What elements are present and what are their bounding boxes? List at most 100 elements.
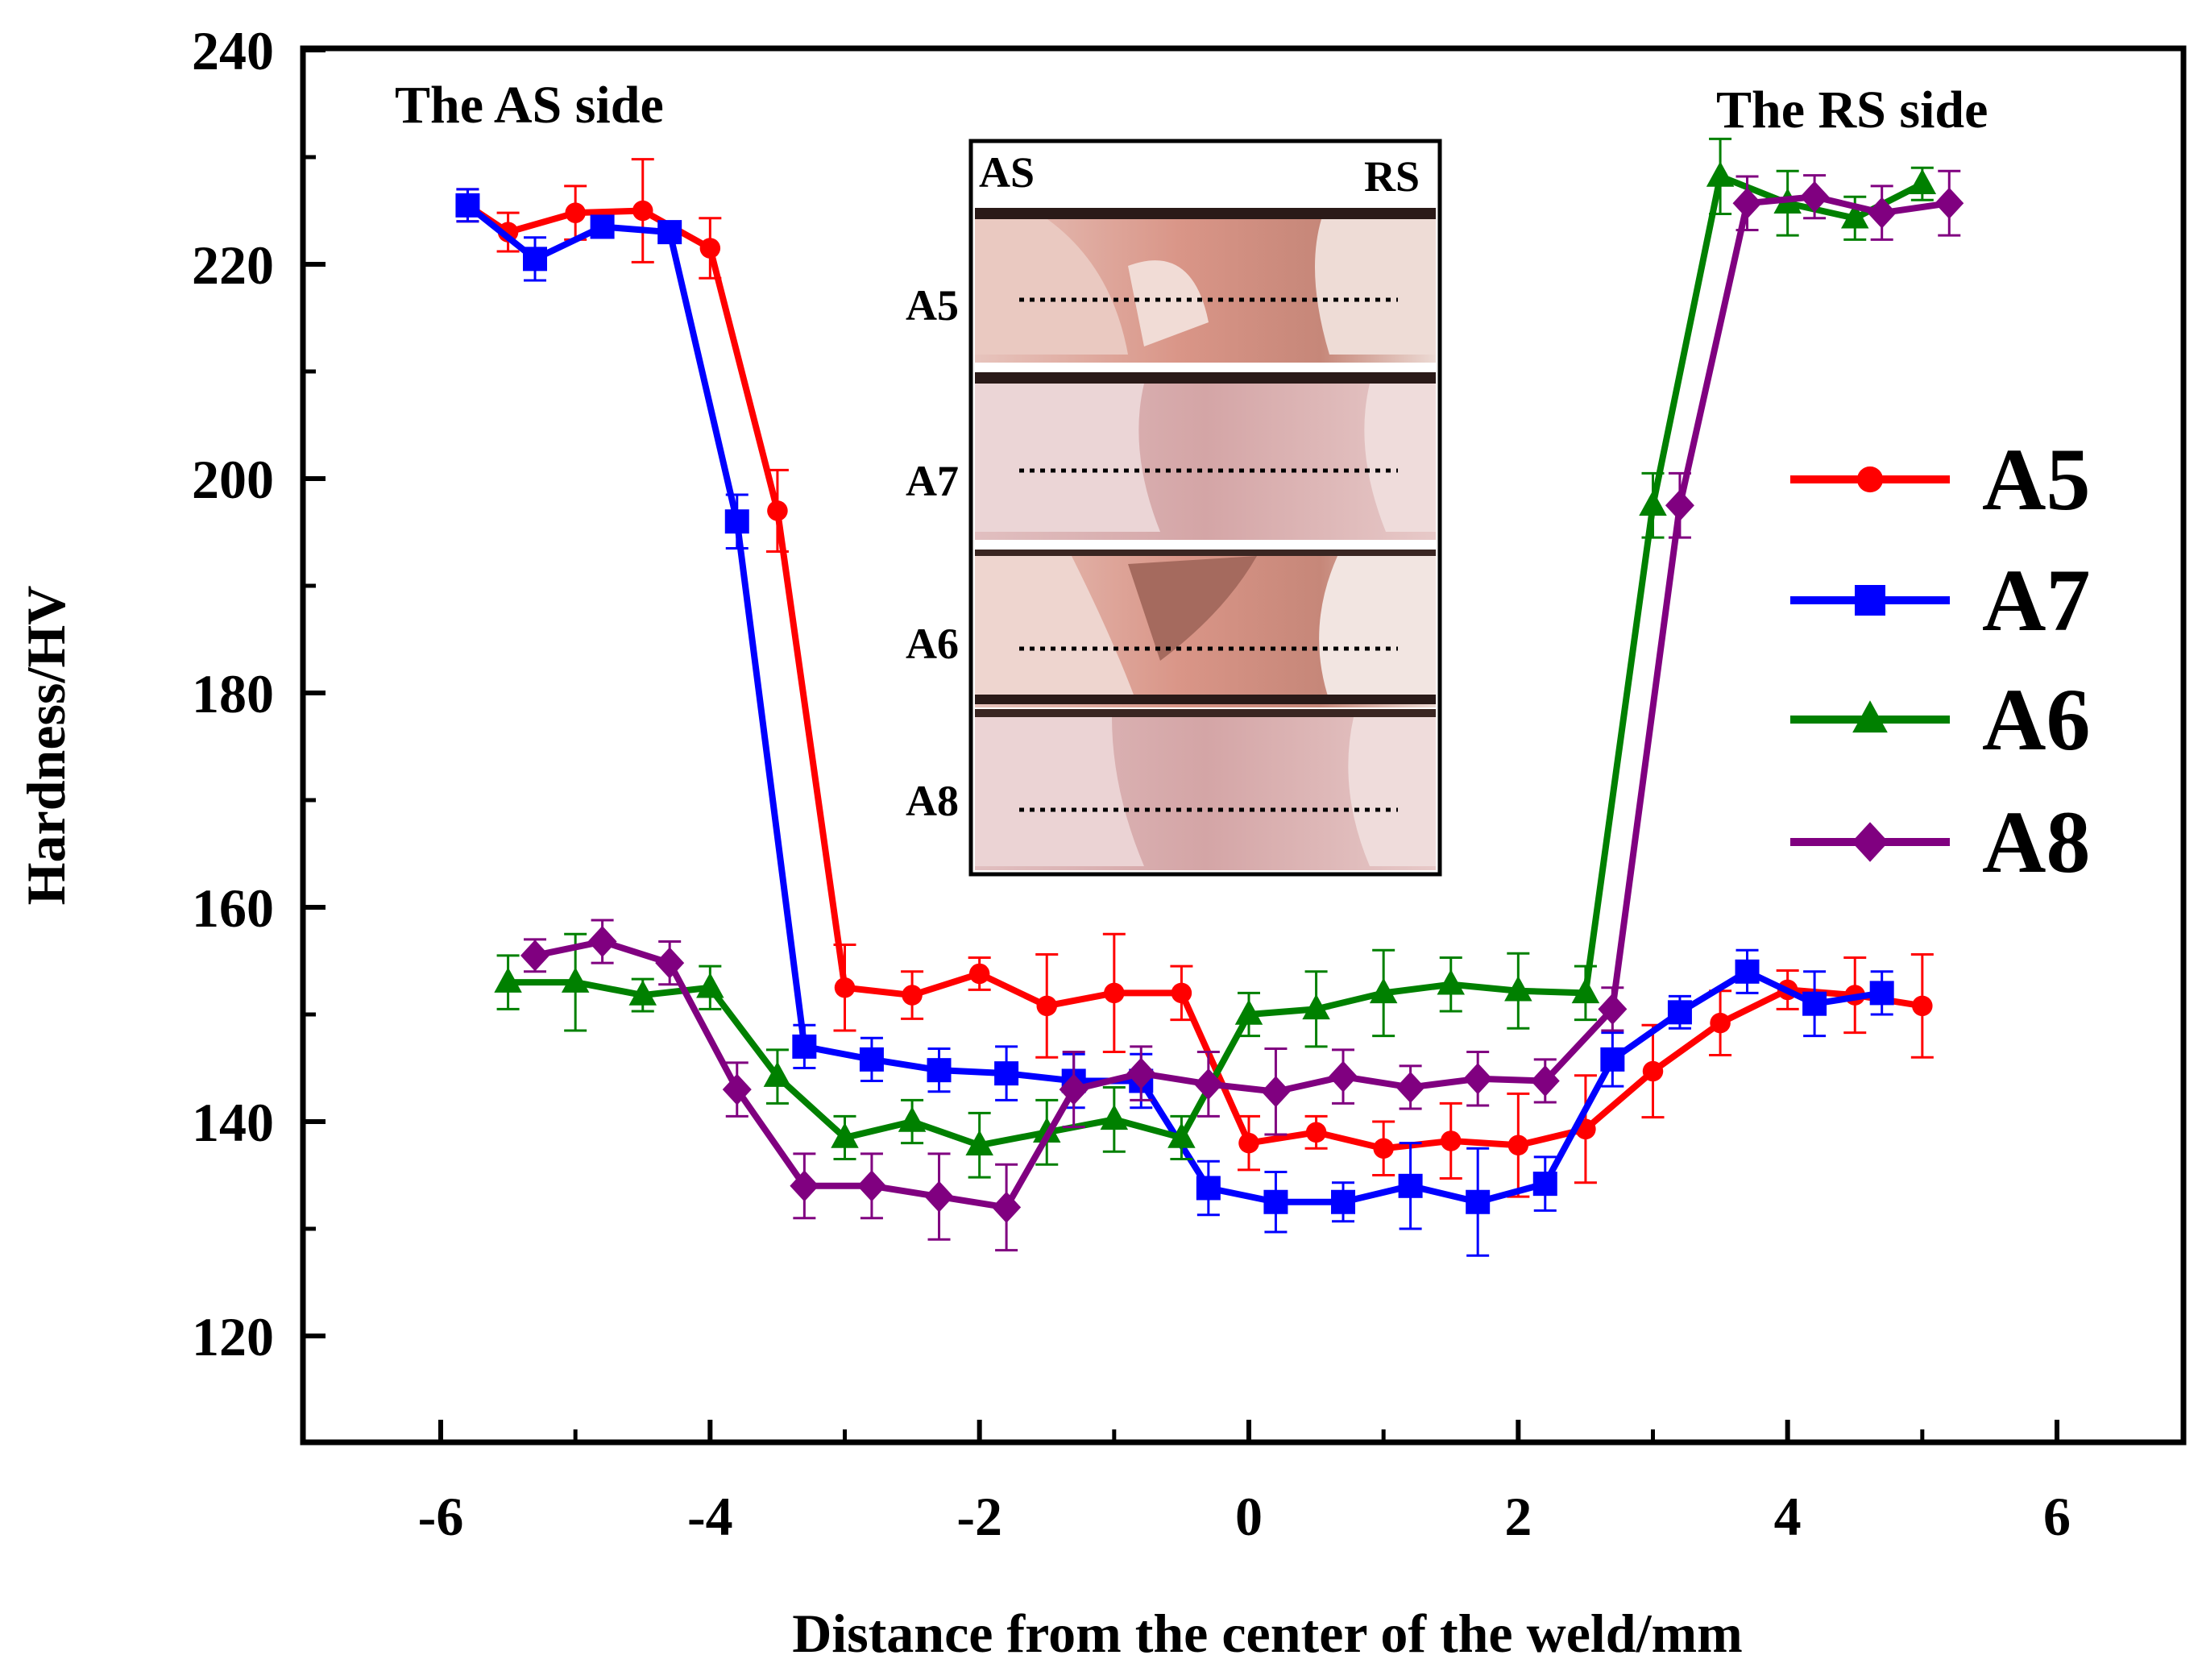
data-point <box>1571 977 1600 1004</box>
x-tick-labels: -6 -4 -2 0 2 4 6 <box>418 1486 2071 1547</box>
data-point <box>1802 991 1827 1016</box>
y-axis-label: Hardness/HV <box>15 586 77 906</box>
data-point <box>1302 993 1330 1020</box>
data-point <box>1504 975 1532 1002</box>
data-point <box>1238 1132 1259 1154</box>
data-point <box>1800 180 1830 213</box>
data-point <box>722 1073 752 1105</box>
inset-sample-label-a8: A8 <box>906 777 959 825</box>
x-tick-label: 2 <box>1504 1486 1532 1547</box>
data-point <box>696 973 724 998</box>
legend-label: A6 <box>1982 670 2090 769</box>
data-point <box>565 202 586 223</box>
legend-marker <box>1856 466 1884 493</box>
data-point <box>1329 1060 1358 1093</box>
y-tick-labels: 120 140 160 180 200 220 240 <box>192 20 274 1367</box>
data-point <box>1732 187 1762 219</box>
y-tick-label: 220 <box>192 234 274 296</box>
legend-marker <box>1852 822 1889 862</box>
data-point <box>763 1061 792 1087</box>
inset-sample-label-a7: A7 <box>906 457 959 505</box>
data-point <box>1507 1135 1529 1156</box>
x-tick-label: -2 <box>956 1486 1002 1547</box>
legend: A5 A7 A6 A8 <box>1790 430 2090 891</box>
data-point <box>1530 1064 1560 1097</box>
weld-photo-a5 <box>975 208 1436 363</box>
series-a8 <box>520 169 1964 1252</box>
x-tick-label: 4 <box>1774 1486 1802 1547</box>
data-point <box>1234 999 1263 1025</box>
series-a7 <box>455 188 1894 1257</box>
as-side-annotation: The AS side <box>395 76 664 135</box>
x-axis-label: Distance from the center of the weld/mm <box>792 1603 1743 1664</box>
data-point <box>628 980 657 1006</box>
data-point <box>1331 1189 1356 1214</box>
data-point <box>523 247 548 272</box>
y-tick-label: 140 <box>192 1092 274 1153</box>
legend-item-a8: A8 <box>1790 793 2090 891</box>
series-line <box>534 193 1950 1211</box>
data-point <box>1841 203 1869 229</box>
data-point <box>1395 1071 1425 1103</box>
data-point <box>924 1180 954 1213</box>
data-point <box>1373 1138 1394 1159</box>
data-point <box>1912 995 1933 1017</box>
data-point <box>494 967 522 993</box>
data-point <box>968 963 990 985</box>
plot-frame <box>300 45 2187 1446</box>
data-point <box>994 1061 1019 1086</box>
legend-label: A8 <box>1982 793 2090 891</box>
data-point <box>590 214 615 239</box>
rs-side-annotation: The RS side <box>1716 81 1988 139</box>
data-point <box>1261 1076 1291 1108</box>
inset-sample-label-a6: A6 <box>906 620 959 668</box>
data-point <box>561 967 590 993</box>
data-point <box>699 238 721 259</box>
data-point <box>965 1130 993 1156</box>
data-point <box>1598 993 1628 1025</box>
data-point <box>1305 1122 1327 1143</box>
data-point <box>1908 168 1937 194</box>
data-point <box>1639 490 1667 516</box>
data-point <box>455 193 480 218</box>
x-tick-label: 6 <box>2043 1486 2071 1547</box>
legend-item-a7: A7 <box>1790 551 2090 649</box>
data-point <box>520 940 550 972</box>
data-point <box>1059 1073 1089 1105</box>
data-point <box>927 1058 952 1083</box>
y-tick-label: 200 <box>192 449 274 510</box>
data-point <box>1867 197 1897 229</box>
data-point <box>587 926 617 958</box>
data-point <box>831 1122 859 1148</box>
data-point <box>1642 1060 1664 1082</box>
weld-inset: AS RS <box>906 139 1442 877</box>
data-point <box>1033 1117 1061 1143</box>
inset-rs-label: RS <box>1364 152 1420 201</box>
data-point <box>632 200 653 222</box>
weld-photo-a7 <box>975 372 1436 540</box>
data-point <box>790 1170 819 1202</box>
legend-label: A7 <box>1982 551 2090 649</box>
data-point <box>655 947 685 979</box>
data-point <box>1710 1012 1731 1034</box>
y-tick-label: 180 <box>192 663 274 724</box>
data-point <box>1665 489 1694 521</box>
data-point <box>898 1106 927 1132</box>
data-point <box>1398 1173 1423 1198</box>
data-point <box>1100 1104 1129 1130</box>
x-tick-label: -4 <box>687 1486 733 1547</box>
data-point <box>1036 995 1057 1017</box>
y-tick-label: 120 <box>192 1306 274 1367</box>
data-point <box>1667 1000 1692 1025</box>
legend-marker <box>1855 585 1885 616</box>
data-point <box>1935 187 1964 219</box>
legend-marker <box>1852 700 1888 733</box>
data-point <box>1600 1047 1625 1072</box>
data-point <box>792 1034 817 1059</box>
series-a5 <box>456 158 1934 1198</box>
data-point <box>1104 982 1125 1004</box>
data-point <box>1869 981 1894 1006</box>
data-point <box>1706 161 1735 187</box>
data-point <box>1126 1057 1156 1089</box>
